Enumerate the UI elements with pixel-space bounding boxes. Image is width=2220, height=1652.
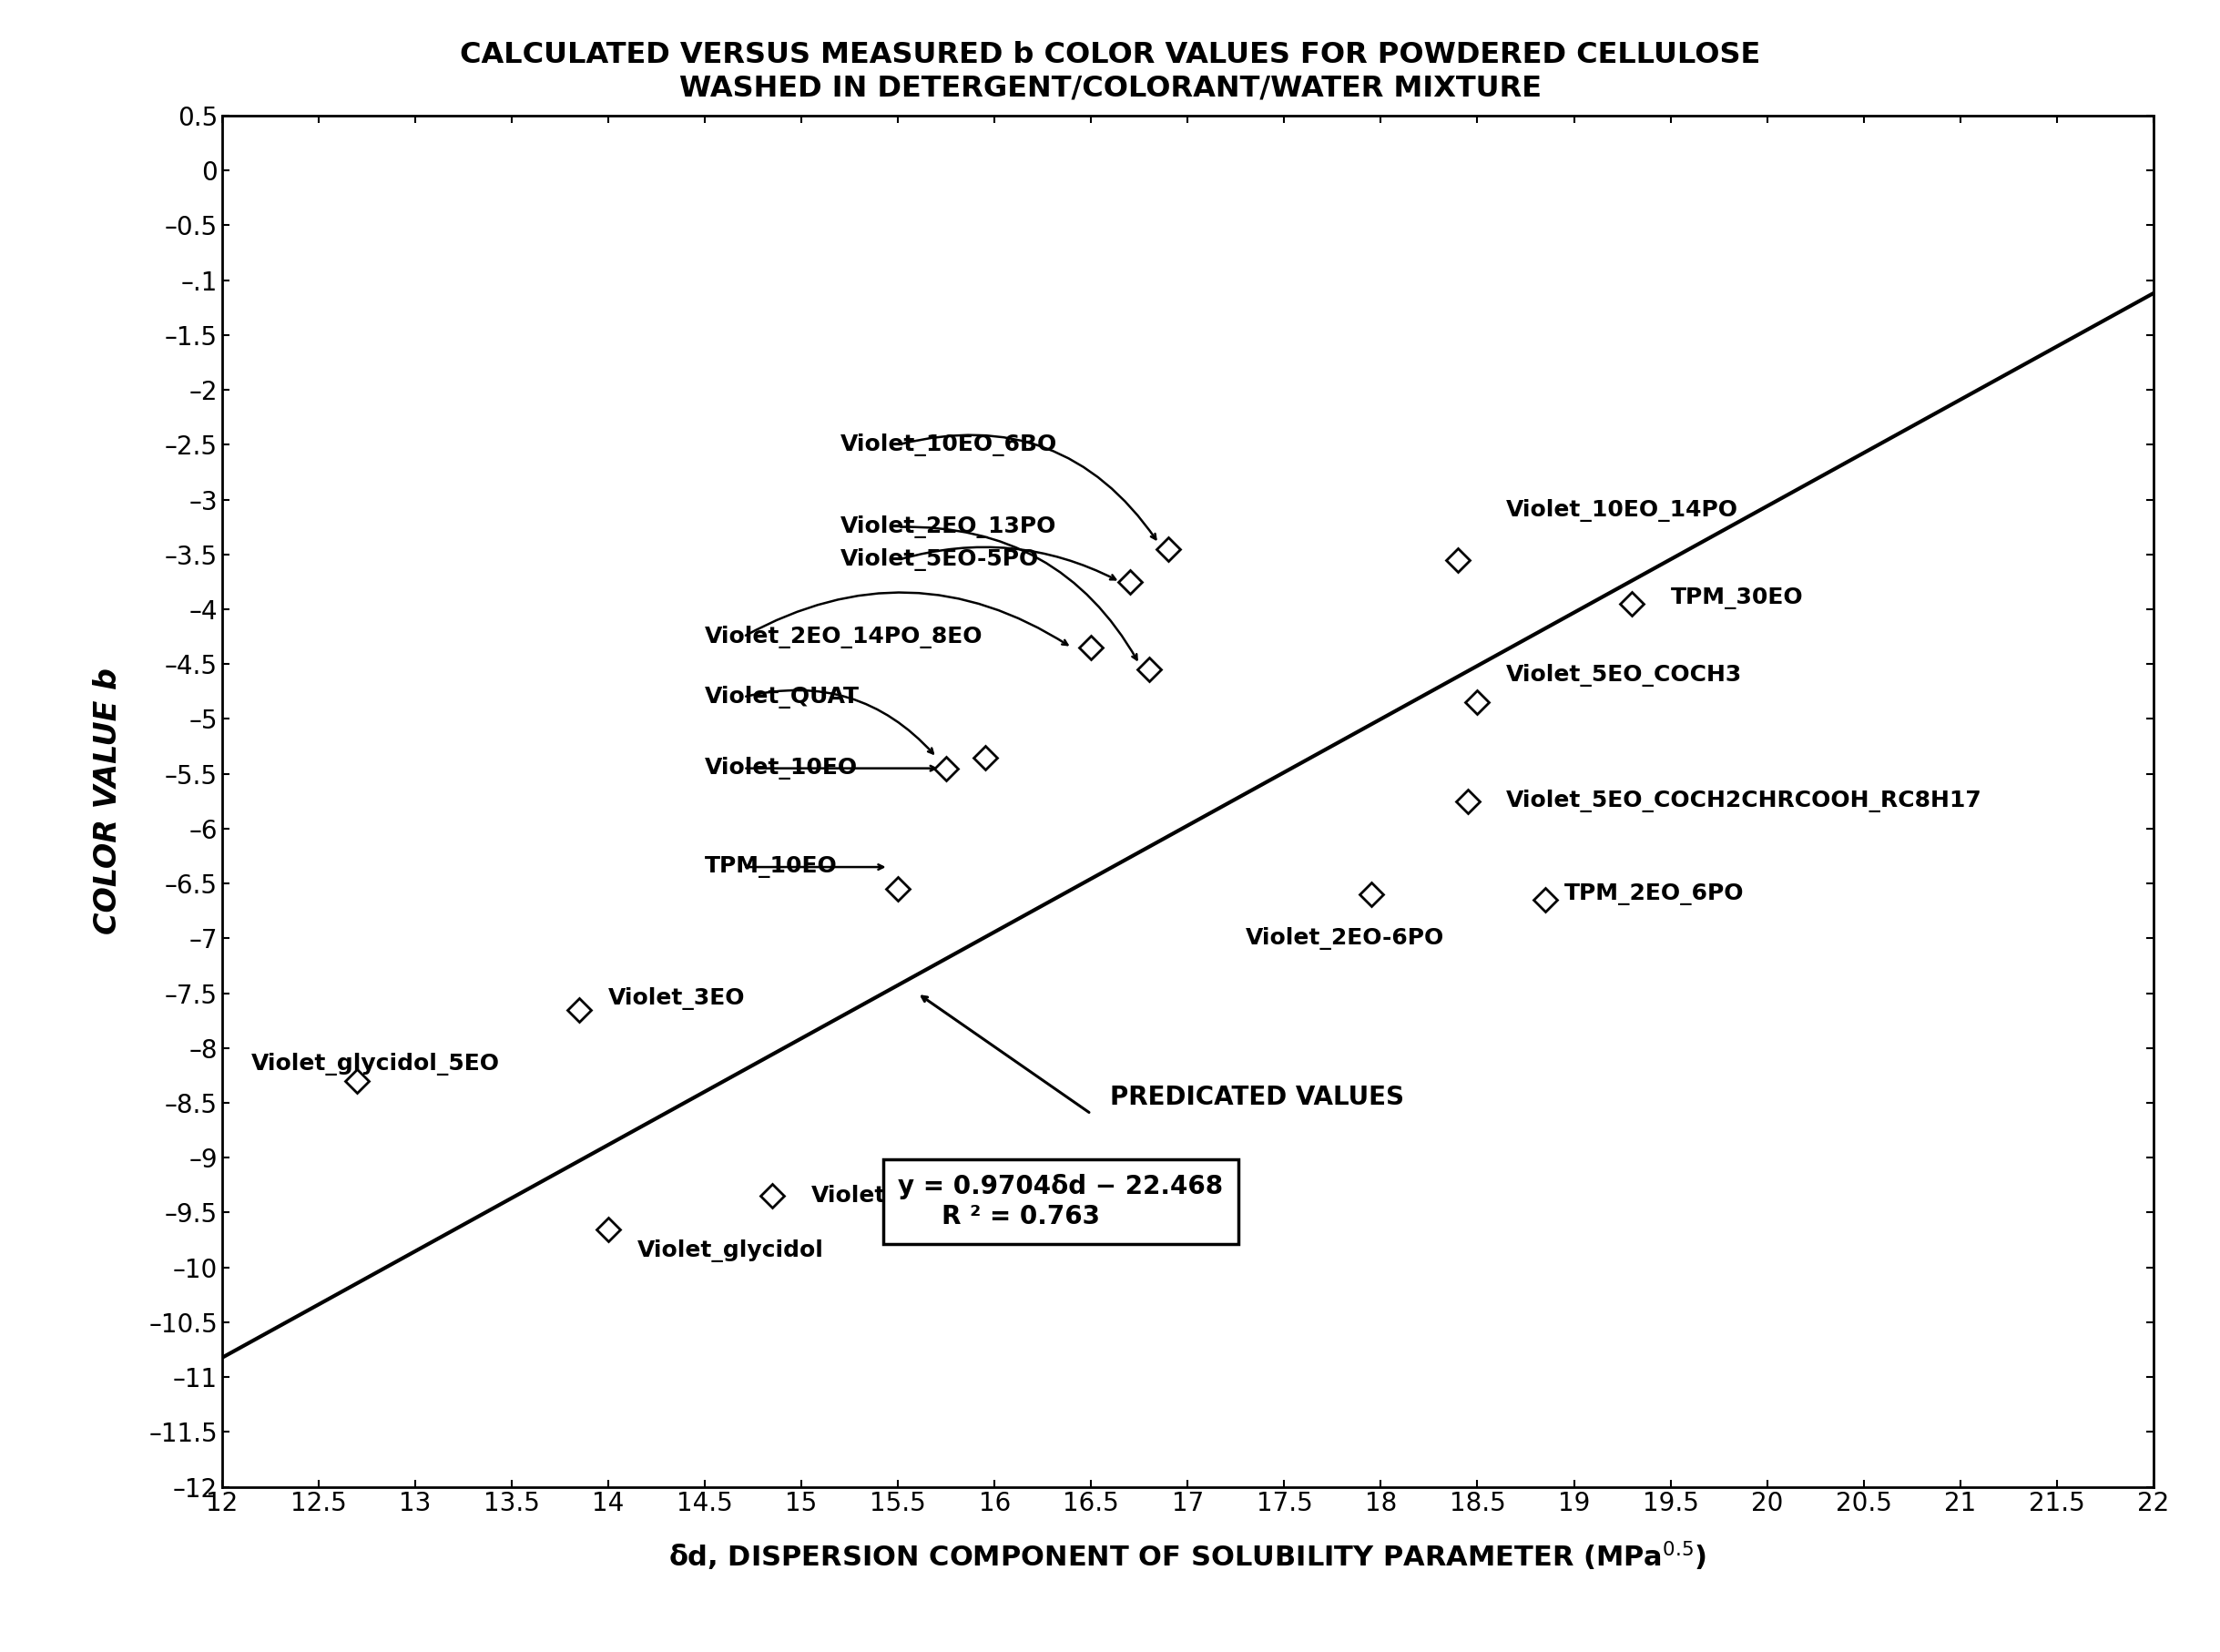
Text: Violet_3EO: Violet_3EO (608, 988, 746, 1009)
Text: PREDICATED VALUES: PREDICATED VALUES (1110, 1085, 1405, 1110)
X-axis label: $\mathbf{\delta}$d, DISPERSION COMPONENT OF SOLUBILITY PARAMETER (MPa$^{0.5}$): $\mathbf{\delta}$d, DISPERSION COMPONENT… (668, 1540, 1707, 1573)
Y-axis label: COLOR VALUE b: COLOR VALUE b (93, 667, 124, 935)
Text: Violet_10EO_14PO: Violet_10EO_14PO (1507, 499, 1738, 522)
Text: Violet_5EO-5PO: Violet_5EO-5PO (839, 548, 1039, 572)
Text: WASHED IN DETERGENT/COLORANT/WATER MIXTURE: WASHED IN DETERGENT/COLORANT/WATER MIXTU… (679, 74, 1541, 102)
Text: Violet_glycidol: Violet_glycidol (637, 1239, 824, 1262)
Text: Violet_2EO-6PO: Violet_2EO-6PO (1245, 927, 1445, 950)
Text: Violet_10EO_6BO: Violet_10EO_6BO (839, 433, 1057, 456)
Text: Violet_QUAT: Violet_QUAT (704, 686, 859, 709)
Text: CALCULATED VERSUS MEASURED b COLOR VALUES FOR POWDERED CELLULOSE: CALCULATED VERSUS MEASURED b COLOR VALUE… (460, 41, 1760, 69)
Text: Violet_5EO_COCH3: Violet_5EO_COCH3 (1507, 664, 1743, 687)
Text: Violet_10EO: Violet_10EO (704, 757, 857, 780)
Text: TPM_10EO: TPM_10EO (704, 856, 837, 877)
Text: Violet_5EO: Violet_5EO (810, 1184, 948, 1208)
Text: Violet_2EO_13PO: Violet_2EO_13PO (839, 515, 1057, 539)
Text: Violet_5EO_COCH2CHRCOOH_RC8H17: Violet_5EO_COCH2CHRCOOH_RC8H17 (1507, 790, 1982, 813)
Text: TPM_2EO_6PO: TPM_2EO_6PO (1565, 884, 1745, 905)
Text: Violet_glycidol_5EO: Violet_glycidol_5EO (251, 1052, 499, 1075)
Text: Violet_2EO_14PO_8EO: Violet_2EO_14PO_8EO (704, 626, 983, 648)
Text: y = 0.9704δd − 22.468
     R ² = 0.763: y = 0.9704δd − 22.468 R ² = 0.763 (897, 1175, 1223, 1229)
Text: TPM_30EO: TPM_30EO (1669, 588, 1803, 610)
